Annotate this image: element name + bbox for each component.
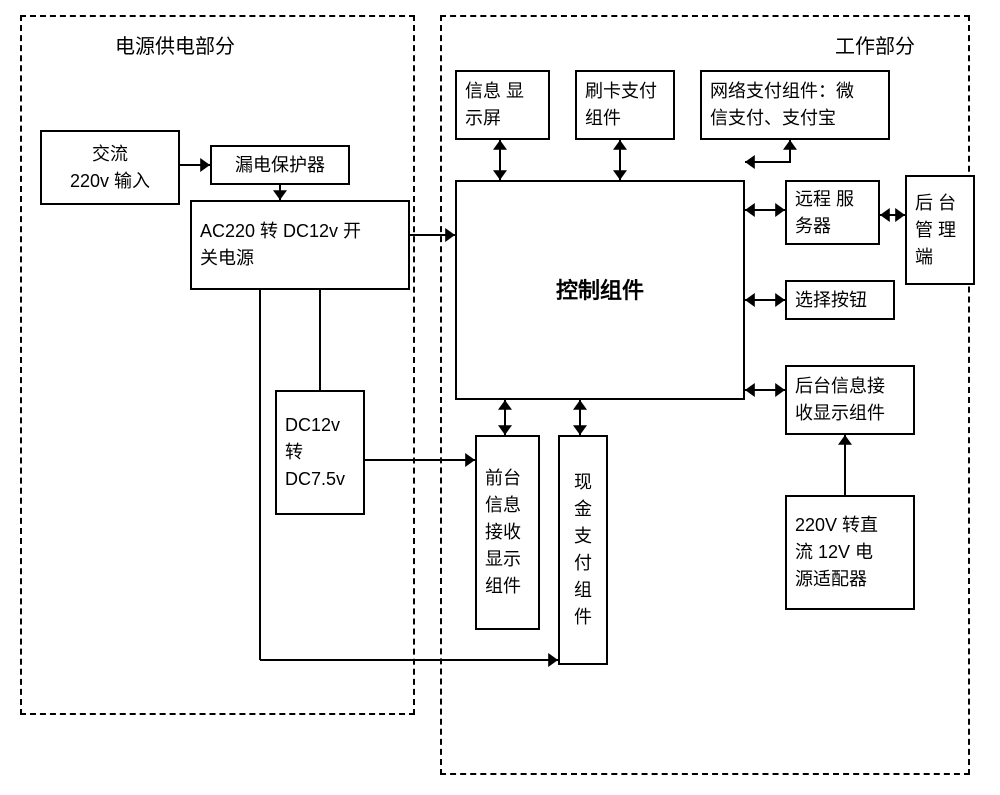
info-screen-box: 信息 显示屏 xyxy=(455,70,550,140)
front-rx-display-box: 前台信息接收显示组件 xyxy=(475,435,540,630)
ac-input-box: 交流220v 输入 xyxy=(40,130,180,205)
power-section-border xyxy=(20,15,415,715)
card-payment-box: 刷卡支付组件 xyxy=(575,70,675,140)
work-section-title: 工作部分 xyxy=(835,30,915,59)
ac-dc-converter-box: AC220 转 DC12v 开关电源 xyxy=(190,200,410,290)
leakage-protector-box: 漏电保护器 xyxy=(210,145,350,185)
power-adapter-box: 220V 转直流 12V 电源适配器 xyxy=(785,495,915,610)
backend-management-box: 后 台管 理端 xyxy=(905,175,975,285)
backend-rx-display-box: 后台信息接收显示组件 xyxy=(785,365,915,435)
controller-box: 控制组件 xyxy=(455,180,745,400)
network-payment-box: 网络支付组件：微信支付、支付宝 xyxy=(700,70,890,140)
select-button-box: 选择按钮 xyxy=(785,280,895,320)
remote-server-box: 远程 服务器 xyxy=(785,180,880,245)
cash-payment-box: 现金支付组件 xyxy=(558,435,608,665)
power-section-title: 电源供电部分 xyxy=(115,30,235,59)
dc-converter-box: DC12v转DC7.5v xyxy=(275,390,365,515)
